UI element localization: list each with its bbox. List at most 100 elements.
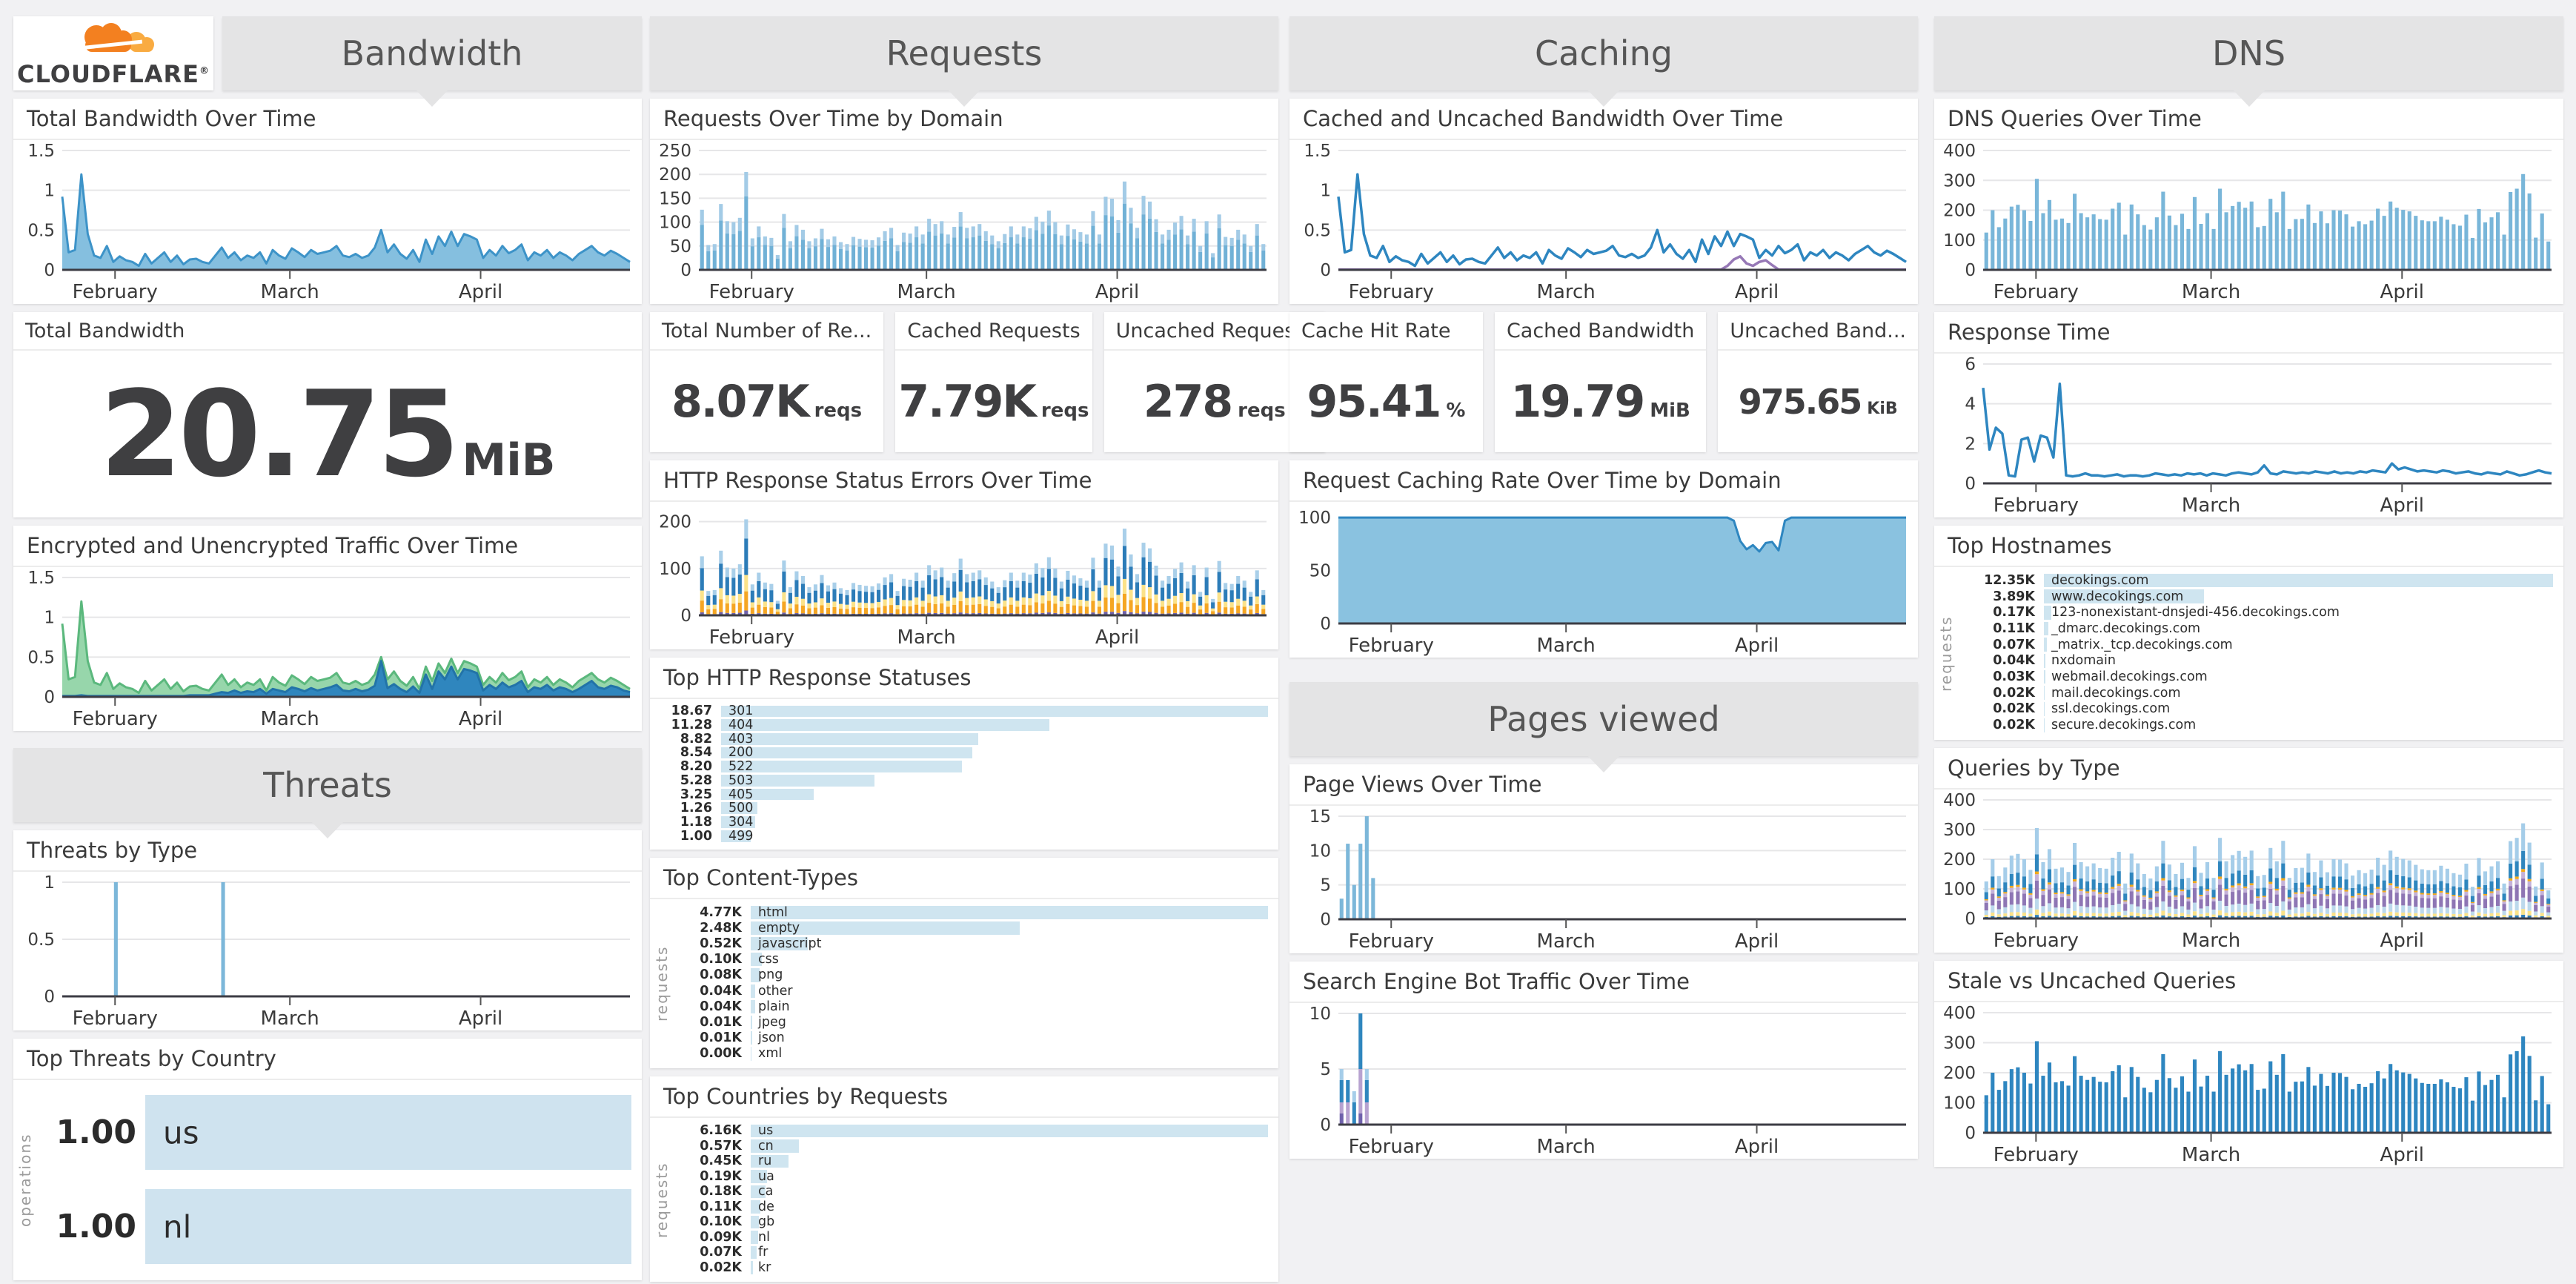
response-time-chart[interactable]: 6 4 2 0 February March April [1934, 354, 2563, 517]
list-rows: 12.35K decokings.com 3.89K www.decokings.co… [1958, 567, 2563, 740]
row-value: 0.02K [1993, 701, 2035, 717]
list-row: 0.00K xml [677, 1046, 1268, 1062]
row-value: 0.07K [700, 1245, 742, 1260]
svg-text:15: 15 [1309, 807, 1331, 827]
svg-text:April: April [459, 708, 502, 730]
row-bar [2044, 669, 2045, 684]
top-content-types-list[interactable]: requests 4.77K html 2.48K empty 0.52K javascri… [650, 899, 1278, 1068]
list-row: 0.07K _matrix._tcp.decokings.com [1961, 637, 2553, 653]
row-bar [751, 1170, 767, 1183]
row-label: css [758, 952, 779, 967]
row-value: 11.28 [671, 718, 712, 733]
caching-rate-chart[interactable]: 100 50 0 February March April [1289, 502, 1918, 658]
list-row: 0.10K gb [677, 1214, 1268, 1230]
panel-title: DNS Queries Over Time [1934, 99, 2563, 140]
row-value: 0.11K [700, 1199, 742, 1214]
svg-text:400: 400 [1943, 791, 1976, 810]
row-value: 0.08K [700, 967, 742, 983]
row-bar-track: kr [751, 1260, 1268, 1276]
total-bandwidth-over-time-chart[interactable]: 1.5 1 0.5 0 February March April [13, 140, 642, 304]
svg-text:February: February [1349, 635, 1434, 657]
row-bar [721, 705, 1268, 718]
cloudflare-wordmark: CLOUDFLARE® [17, 60, 210, 88]
page-views-chart[interactable]: 15 10 5 0 February March April [1289, 806, 1918, 953]
panel-title: Requests Over Time by Domain [650, 99, 1278, 140]
svg-text:1: 1 [44, 609, 55, 628]
row-bar [751, 1015, 753, 1030]
row-label: empty [758, 920, 800, 936]
row-value: 0.04K [1993, 653, 2035, 669]
row-bar-track: gb [751, 1214, 1268, 1230]
section-header-caching: Caching [1289, 16, 1918, 90]
svg-text:April: April [2380, 494, 2424, 517]
row-label: 304 [728, 814, 754, 830]
list-row: 0.03K webmail.decokings.com [1961, 669, 2553, 685]
top-threats-by-country-list[interactable]: operations 1.00 us 1.00 nl [13, 1080, 642, 1280]
row-label: webmail.decokings.com [2051, 669, 2208, 685]
svg-text:50: 50 [670, 237, 691, 257]
panel-caching-rate: Request Caching Rate Over Time by Domain… [1289, 460, 1918, 658]
row-bar-track: 404 [721, 718, 1268, 732]
row-bar [721, 732, 978, 745]
row-bar [2044, 621, 2049, 636]
row-bar-track: 499 [721, 829, 1268, 844]
top-countries-list[interactable]: requests 6.16K us 0.57K cn 0.45K ru 0.19K ua 0.18… [650, 1118, 1278, 1282]
svg-text:0: 0 [1965, 261, 1976, 280]
row-bar-track: css [751, 952, 1268, 967]
list-row: 0.11K _dmarc.decokings.com [1961, 621, 2553, 637]
panel-encrypted-traffic: Encrypted and Unencrypted Traffic Over T… [13, 526, 642, 731]
row-bar-track: _dmarc.decokings.com [2044, 621, 2553, 637]
row-label: plain [758, 999, 790, 1014]
threats-by-type-chart[interactable]: 1 0.5 0 February March April [13, 872, 642, 1030]
stale-uncached-chart[interactable]: 400 300 200 100 0 February March April [1934, 1002, 2563, 1167]
row-label: gb [758, 1214, 775, 1230]
list-row: 0.17K 123-nonexistant-dnsjedi-456.decokin… [1961, 604, 2553, 621]
svg-text:March: March [1537, 281, 1596, 303]
row-bar-track: webmail.decokings.com [2044, 669, 2553, 685]
row-bar [751, 984, 756, 998]
panel-top-hostnames: Top Hostnames requests 12.35K decokings.co… [1934, 526, 2563, 740]
svg-text:February: February [709, 281, 794, 303]
stat-unit: reqs [814, 399, 863, 422]
encrypted-traffic-chart[interactable]: 1.5 1 0.5 0 February March April [13, 567, 642, 731]
row-value: 8.20 [680, 759, 712, 775]
row-bar-track: ua [751, 1169, 1268, 1185]
queries-by-type-chart[interactable]: 400 300 200 100 0 February March April [1934, 790, 2563, 953]
svg-text:200: 200 [1943, 850, 1976, 870]
row-bar-track: nl [145, 1179, 631, 1274]
row-bar [751, 968, 760, 982]
list-row: 12.35K decokings.com [1961, 572, 2553, 589]
top-statuses-list[interactable]: 18.67 301 11.28 404 8.82 403 8.54 200 8.20 522 5.2… [650, 699, 1278, 850]
list-rows: 1.00 us 1.00 nl [37, 1080, 642, 1280]
chart-svg: 15 10 5 0 February March April [1309, 807, 1906, 953]
panel-title: Cached and Uncached Bandwidth Over Time [1289, 99, 1918, 140]
svg-text:100: 100 [1943, 231, 1976, 251]
list-row: 0.04K other [677, 983, 1268, 999]
row-value: 3.25 [680, 787, 712, 802]
row-bar [751, 1200, 760, 1214]
svg-text:200: 200 [1943, 1064, 1976, 1083]
list-row: 1.00 499 [653, 829, 1268, 844]
stat-value: 278 [1143, 375, 1233, 428]
row-label: kr [758, 1260, 771, 1275]
row-label: 503 [728, 772, 754, 788]
dns-queries-chart[interactable]: 400 300 200 100 0 February March April [1934, 140, 2563, 304]
row-value: 0.02K [1993, 685, 2035, 701]
stat-value: 8.07K [671, 375, 810, 428]
bot-traffic-chart[interactable]: 10 5 0 February March April [1289, 1003, 1918, 1159]
row-value: 3.89K [1993, 589, 2035, 604]
row-bar [751, 1261, 753, 1274]
list-row: 3.25 405 [653, 787, 1268, 802]
cached-uncached-bandwidth-chart[interactable]: 1.5 1 0.5 0 February March April [1289, 140, 1918, 304]
svg-text:April: April [1735, 635, 1779, 657]
chart-svg: 200 100 0 February March April [659, 513, 1267, 649]
svg-text:April: April [1735, 930, 1779, 953]
top-hostnames-list[interactable]: requests 12.35K decokings.com 3.89K www.deco… [1934, 567, 2563, 740]
requests-over-time-chart[interactable]: 250 200 150 100 50 0 February March April [650, 140, 1278, 304]
http-errors-chart[interactable]: 200 100 0 February March April [650, 502, 1278, 649]
row-bar [751, 921, 1020, 935]
row-bar-track: jpeg [751, 1014, 1268, 1030]
panel-queries-by-type: Queries by Type 400 300 200 100 0 February Mar… [1934, 748, 2563, 953]
list-row: 0.45K ru [677, 1154, 1268, 1169]
svg-text:50: 50 [1309, 562, 1331, 581]
